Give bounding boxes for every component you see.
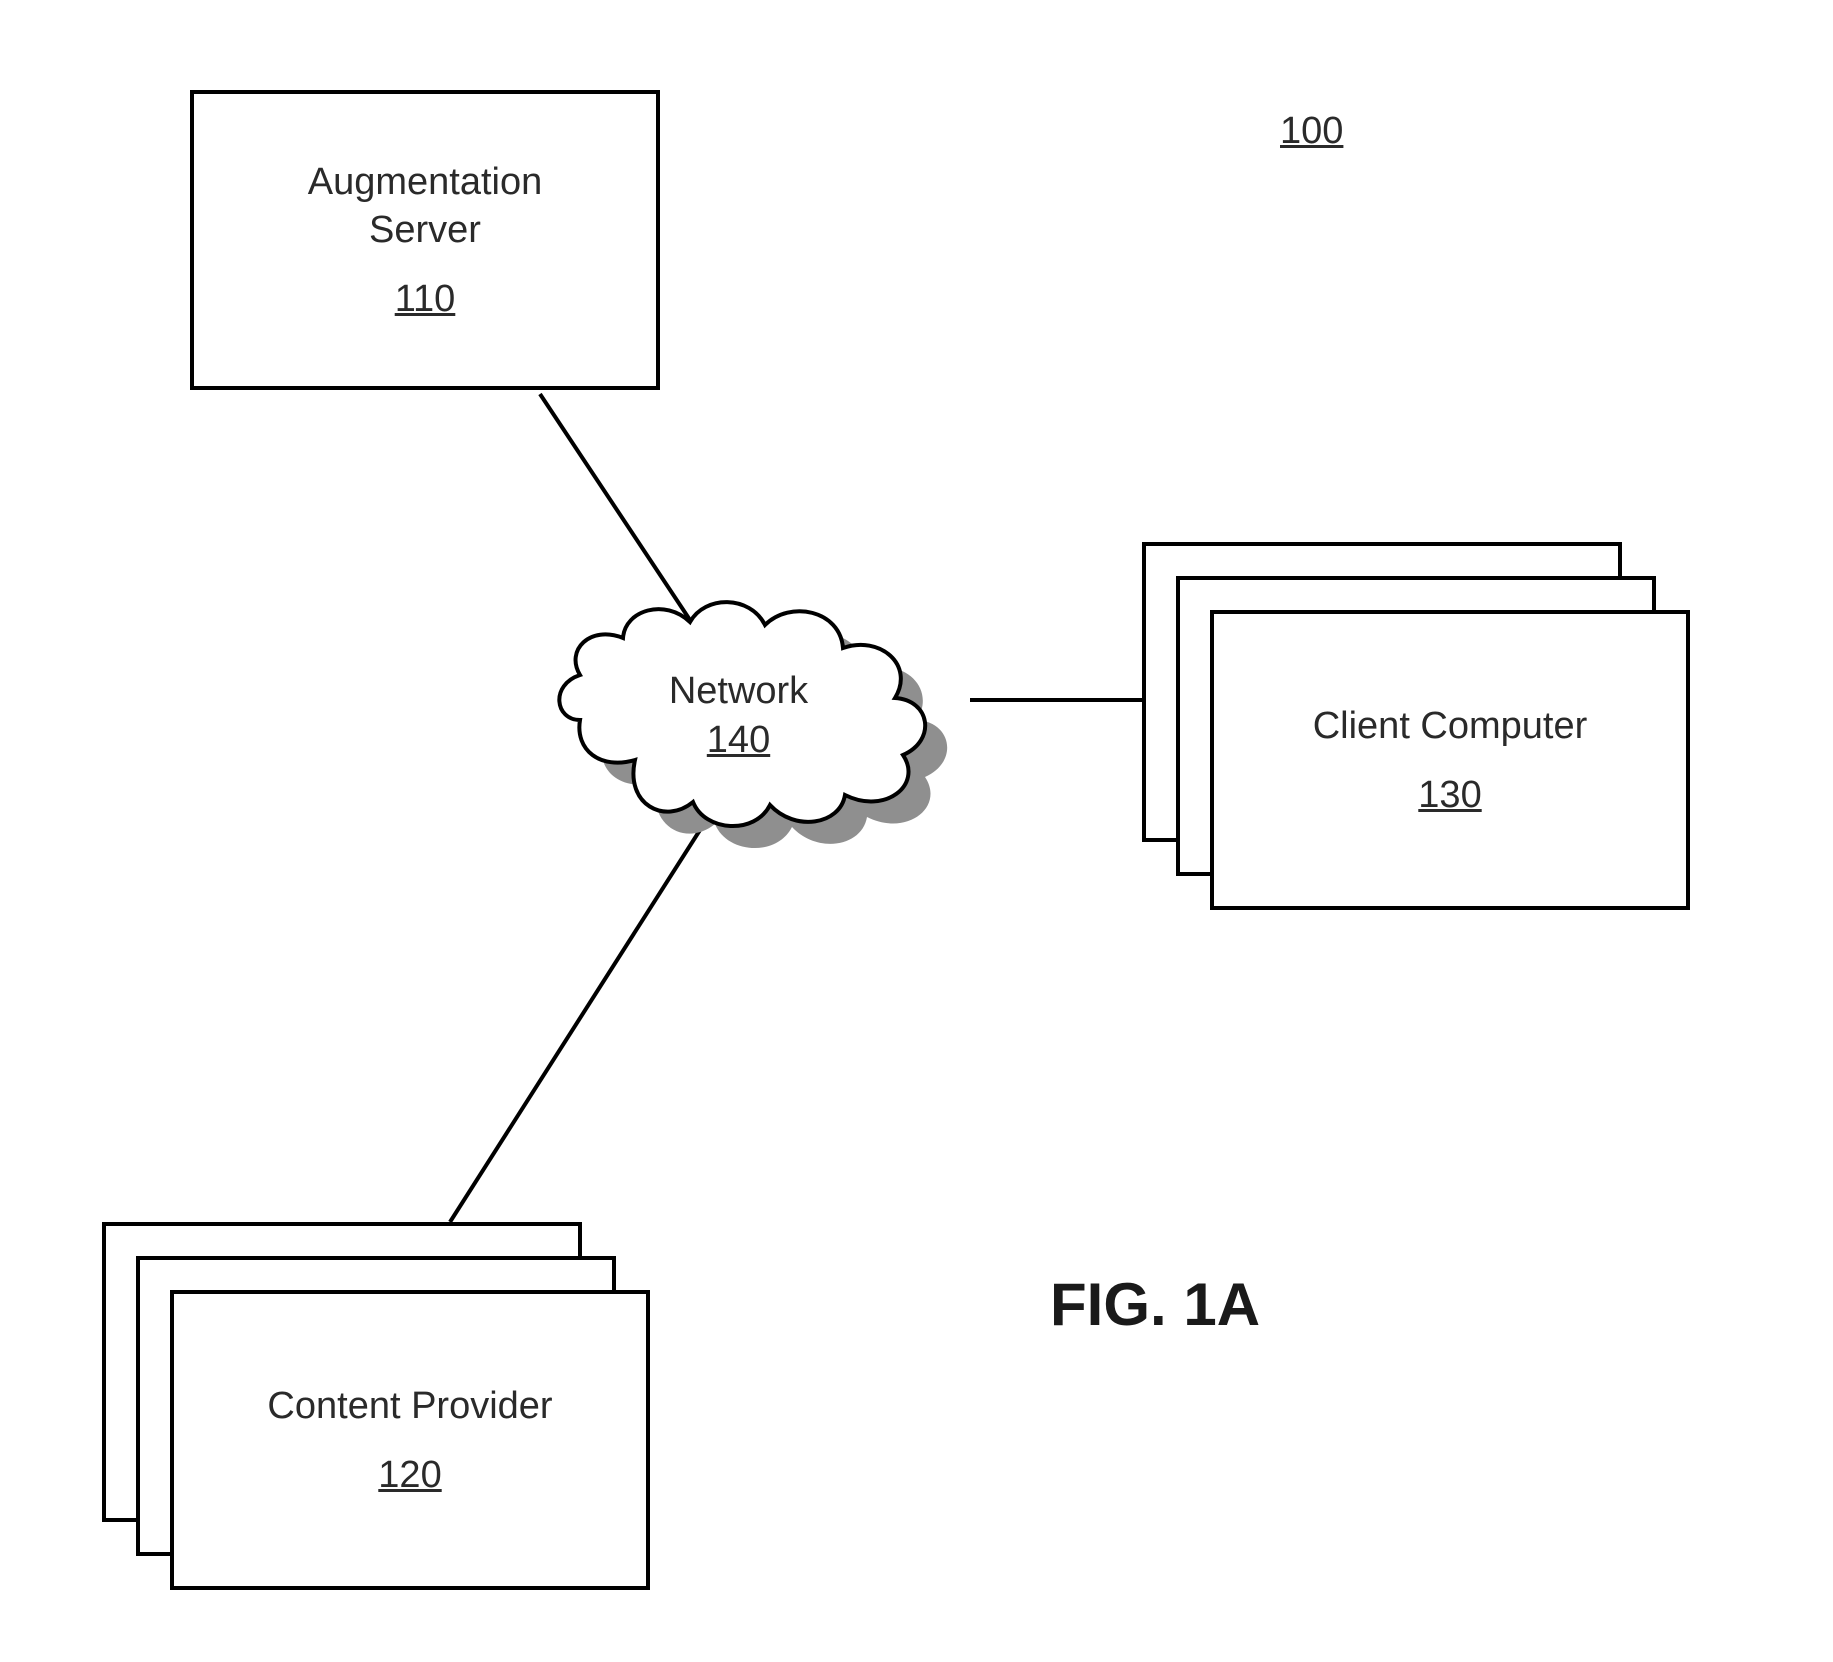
figure-label: FIG. 1A [1050,1270,1260,1339]
node-ref: 120 [378,1454,441,1497]
node-ref: 110 [395,278,456,321]
node-ref: 140 [545,719,932,762]
node-client-computer: Client Computer 130 [1210,610,1690,910]
diagram-canvas: Augmentation Server 110 Client Computer … [0,0,1833,1662]
cloud-label-group: Network 140 [545,670,932,762]
node-augmentation-server: Augmentation Server 110 [190,90,660,390]
node-content-provider: Content Provider 120 [170,1290,650,1590]
node-ref: 130 [1418,774,1481,817]
node-label: Content Provider [267,1383,552,1431]
node-label: Augmentation Server [308,159,543,254]
system-reference-label: 100 [1280,110,1343,153]
node-label: Network [545,670,932,713]
node-label: Client Computer [1313,703,1588,751]
node-network-cloud: Network 140 [545,570,975,870]
